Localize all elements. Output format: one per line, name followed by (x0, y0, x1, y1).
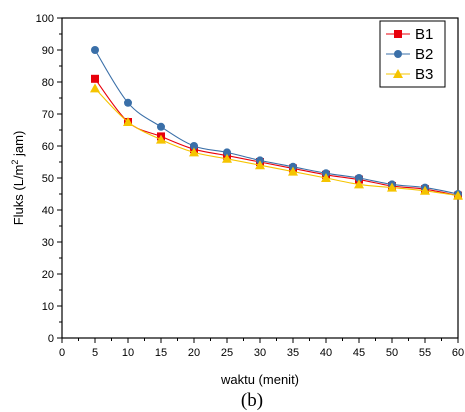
legend-label: B2 (415, 46, 433, 63)
x-tick-label: 20 (188, 347, 200, 359)
data-point-b3 (420, 185, 430, 195)
x-tick-label: 30 (254, 347, 266, 359)
x-tick-label: 5 (92, 347, 98, 359)
x-tick-label: 55 (419, 347, 431, 359)
data-point-b2 (223, 148, 231, 157)
y-axis-title-suffix: jam) (11, 131, 26, 160)
y-tick-label: 80 (42, 77, 54, 89)
legend-item-b1: B1 (386, 26, 433, 43)
y-tick-label: 60 (42, 141, 54, 153)
legend-item-b2: B2 (386, 46, 433, 63)
y-tick-label: 40 (42, 205, 54, 217)
y-tick-label: 100 (36, 13, 54, 25)
data-point-b3 (255, 160, 265, 170)
legend-label: B3 (415, 66, 433, 83)
y-tick-label: 50 (42, 173, 54, 185)
x-axis-title: waktu (menit) (220, 372, 299, 387)
series-line-b1 (94, 78, 459, 197)
series-b3 (90, 83, 463, 200)
series-layer (90, 46, 463, 200)
data-point-b3 (288, 166, 298, 176)
x-tick-label: 60 (452, 347, 464, 359)
y-axis-title-prefix: Fluks (L/m (11, 165, 26, 226)
x-tick-label: 15 (155, 347, 167, 359)
y-axis-title: Fluks (L/m2 jam) (10, 131, 26, 226)
x-tick-label: 25 (221, 347, 233, 359)
series-line-b3 (94, 88, 459, 197)
data-point-b2 (355, 174, 363, 182)
y-tick-label: 10 (42, 301, 54, 313)
legend-item-b3: B3 (386, 66, 433, 83)
axes: 0 5 10 15 20 25 30 35 40 45 50 55 60 0 10 20 30 40 50 60 70 8… (36, 13, 464, 359)
data-point-b3 (354, 179, 364, 189)
data-point-b3 (90, 83, 100, 93)
x-tick-label: 10 (122, 347, 134, 359)
y-tick-label: 0 (48, 333, 54, 345)
y-tick-label: 30 (42, 237, 54, 249)
y-tick-label: 90 (42, 45, 54, 57)
data-point-b2 (157, 122, 165, 131)
y-tick-label: 70 (42, 109, 54, 121)
legend-marker (394, 50, 402, 58)
data-point-b3 (189, 147, 199, 157)
data-point-b3 (321, 173, 331, 182)
x-tick-label: 35 (287, 347, 299, 359)
legend-label: B1 (415, 26, 433, 43)
data-point-b3 (222, 153, 232, 163)
data-point-b2 (91, 46, 99, 54)
x-tick-label: 0 (59, 347, 65, 359)
data-point-b1 (91, 74, 99, 83)
series-b1 (91, 74, 462, 200)
legend: B1 B2 B3 (379, 20, 446, 88)
data-point-b3 (453, 190, 463, 200)
x-tick-label: 45 (353, 347, 365, 359)
y-tick-label: 20 (42, 269, 54, 281)
data-point-b2 (124, 98, 132, 107)
data-point-b3 (156, 134, 166, 144)
x-tick-label: 40 (320, 347, 332, 359)
data-point-b3 (123, 117, 133, 126)
figure-caption: (b) (241, 390, 263, 411)
x-tick-label: 50 (386, 347, 398, 359)
legend-marker (394, 30, 402, 38)
data-point-b2 (190, 142, 198, 150)
data-point-b3 (387, 182, 397, 192)
y-axis-title-superscript: 2 (10, 160, 20, 165)
legend-marker (393, 69, 403, 78)
